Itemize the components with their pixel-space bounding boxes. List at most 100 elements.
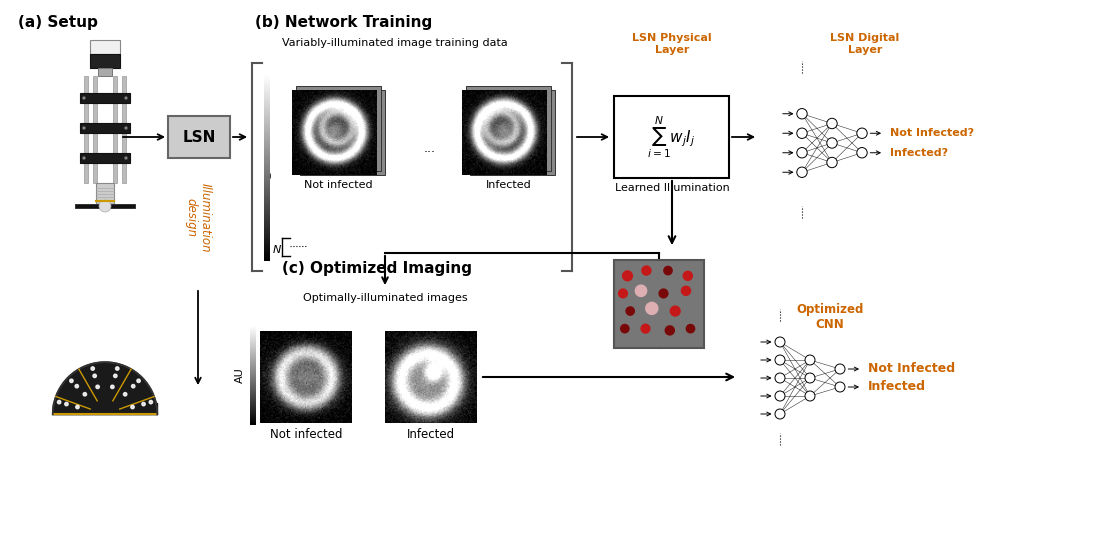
- Circle shape: [116, 367, 119, 370]
- Circle shape: [92, 374, 97, 377]
- Circle shape: [124, 157, 128, 159]
- Circle shape: [113, 374, 117, 377]
- Text: Optimized
CNN: Optimized CNN: [796, 303, 863, 331]
- Circle shape: [835, 382, 844, 392]
- Circle shape: [83, 126, 86, 130]
- Circle shape: [680, 286, 691, 296]
- Circle shape: [775, 391, 785, 401]
- Circle shape: [69, 379, 73, 383]
- Circle shape: [669, 305, 680, 317]
- Circle shape: [75, 384, 78, 388]
- Text: (b) Network Training: (b) Network Training: [255, 15, 433, 30]
- Text: 0: 0: [264, 172, 271, 182]
- Text: Learned Illumination: Learned Illumination: [614, 183, 729, 193]
- Text: Not Infected?: Not Infected?: [890, 128, 974, 138]
- Text: Not infected: Not infected: [270, 428, 342, 441]
- Circle shape: [775, 409, 785, 419]
- Text: Not infected: Not infected: [304, 180, 373, 190]
- Circle shape: [797, 167, 807, 177]
- Text: 1: 1: [264, 73, 271, 83]
- Text: (a) Setup: (a) Setup: [18, 15, 98, 30]
- Circle shape: [775, 355, 785, 365]
- Bar: [53, 403, 157, 414]
- Circle shape: [634, 285, 647, 297]
- Bar: [113, 76, 117, 183]
- Circle shape: [65, 402, 68, 406]
- Circle shape: [111, 385, 115, 389]
- Text: (c) Optimized Imaging: (c) Optimized Imaging: [282, 261, 472, 276]
- Bar: [122, 76, 126, 183]
- Circle shape: [137, 379, 140, 383]
- Bar: [80, 93, 130, 103]
- Circle shape: [124, 126, 128, 130]
- Bar: [470, 90, 555, 175]
- Circle shape: [83, 157, 86, 159]
- Circle shape: [805, 391, 815, 401]
- Circle shape: [142, 402, 145, 406]
- Bar: [94, 76, 97, 183]
- Circle shape: [835, 364, 844, 374]
- Circle shape: [123, 392, 127, 396]
- Bar: [299, 90, 385, 175]
- Circle shape: [775, 337, 785, 347]
- Circle shape: [641, 324, 651, 334]
- Circle shape: [658, 288, 668, 298]
- Bar: [296, 86, 381, 171]
- Circle shape: [857, 128, 868, 139]
- Bar: [90, 54, 120, 68]
- Bar: [96, 183, 115, 205]
- Circle shape: [665, 325, 675, 336]
- Circle shape: [84, 392, 87, 396]
- Bar: [75, 204, 135, 208]
- Bar: [614, 260, 704, 348]
- Circle shape: [622, 270, 633, 281]
- Text: Variably-illuminated image training data: Variably-illuminated image training data: [282, 38, 508, 48]
- Text: Optimally-illuminated images: Optimally-illuminated images: [303, 293, 467, 303]
- Wedge shape: [53, 362, 157, 414]
- Circle shape: [76, 405, 79, 409]
- Text: Illumination
design: Illumination design: [184, 183, 212, 253]
- Bar: [80, 153, 130, 163]
- Text: Infected?: Infected?: [890, 148, 948, 158]
- Circle shape: [645, 302, 658, 315]
- Bar: [80, 123, 130, 133]
- Text: LSN Digital
Layer: LSN Digital Layer: [830, 33, 900, 54]
- Text: ...: ...: [424, 141, 436, 155]
- Circle shape: [131, 384, 135, 388]
- Circle shape: [827, 138, 837, 148]
- Circle shape: [96, 385, 99, 389]
- Circle shape: [99, 200, 111, 212]
- Circle shape: [686, 324, 696, 334]
- Circle shape: [797, 148, 807, 158]
- Circle shape: [805, 373, 815, 383]
- Circle shape: [124, 96, 128, 100]
- Bar: [98, 68, 112, 76]
- Bar: [90, 40, 120, 54]
- Text: LSN Physical
Layer: LSN Physical Layer: [632, 33, 712, 54]
- Bar: [168, 116, 230, 158]
- Circle shape: [827, 157, 837, 168]
- Circle shape: [83, 96, 86, 100]
- Circle shape: [683, 271, 693, 281]
- Circle shape: [149, 400, 153, 404]
- Text: Infected: Infected: [407, 428, 455, 441]
- Text: Infected: Infected: [486, 180, 532, 190]
- Circle shape: [797, 128, 807, 139]
- Circle shape: [775, 373, 785, 383]
- Circle shape: [663, 265, 673, 276]
- Bar: [614, 96, 729, 178]
- Text: $N$: $N$: [272, 243, 282, 255]
- Circle shape: [805, 355, 815, 365]
- Circle shape: [618, 288, 628, 298]
- Circle shape: [620, 324, 630, 334]
- Circle shape: [857, 148, 868, 158]
- Circle shape: [797, 109, 807, 119]
- Text: Infected: Infected: [868, 381, 926, 393]
- Circle shape: [827, 118, 837, 128]
- Bar: [84, 76, 88, 183]
- Bar: [466, 86, 550, 171]
- Text: AU: AU: [235, 367, 246, 383]
- Circle shape: [57, 400, 61, 404]
- Circle shape: [131, 405, 134, 409]
- Circle shape: [91, 367, 95, 370]
